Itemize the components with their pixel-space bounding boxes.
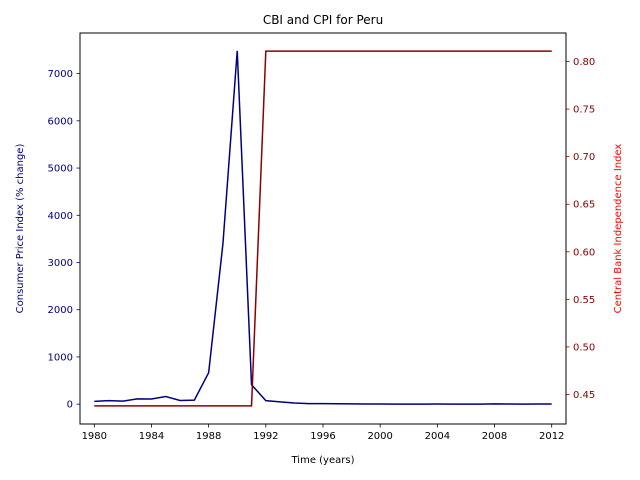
- x-tick-label: 1996: [310, 431, 335, 442]
- x-tick-label: 1980: [82, 431, 107, 442]
- x-tick-label: 2008: [482, 431, 507, 442]
- plot-area: [79, 32, 567, 425]
- right-y-axis-title: Central Bank Independence Index: [613, 144, 624, 314]
- left-y-tick-label: 3000: [48, 258, 73, 269]
- right-y-tick-label: 0.70: [573, 152, 595, 163]
- x-tick-label: 2000: [367, 431, 392, 442]
- x-tick-label: 2004: [425, 431, 450, 442]
- x-tick-label: 1992: [253, 431, 278, 442]
- x-axis-title: Time (years): [291, 455, 355, 466]
- left-y-tick-label: 2000: [48, 305, 73, 316]
- right-y-tick-label: 0.75: [573, 105, 595, 116]
- right-y-tick-label: 0.80: [573, 57, 595, 68]
- right-y-tick-label: 0.50: [573, 342, 595, 353]
- left-y-tick-label: 0: [67, 400, 73, 411]
- series-layer: [94, 50, 552, 407]
- right-y-tick-label: 0.45: [573, 390, 595, 401]
- x-tick-label: 2012: [539, 431, 564, 442]
- chart-title: CBI and CPI for Peru: [263, 13, 383, 27]
- left-y-tick-label: 7000: [48, 69, 73, 80]
- left-y-tick-label: 1000: [48, 352, 73, 363]
- right-y-tick-label: 0.55: [573, 295, 595, 306]
- cbi-series-line: [94, 50, 552, 407]
- x-tick-label: 1988: [196, 431, 221, 442]
- x-tick-label: 1984: [139, 431, 164, 442]
- right-y-tick-label: 0.65: [573, 200, 595, 211]
- left-y-tick-label: 4000: [48, 211, 73, 222]
- left-y-tick-label: 5000: [48, 164, 73, 175]
- left-y-tick-label: 6000: [48, 116, 73, 127]
- axes-layer: 1980 1984 1988 1992 1996 2000 2004 2008 2012 0 100…: [48, 57, 596, 442]
- cpi-series-line: [94, 50, 552, 405]
- left-y-axis-title: Consumer Price Index (% change): [15, 144, 26, 314]
- right-y-tick-label: 0.60: [573, 247, 595, 258]
